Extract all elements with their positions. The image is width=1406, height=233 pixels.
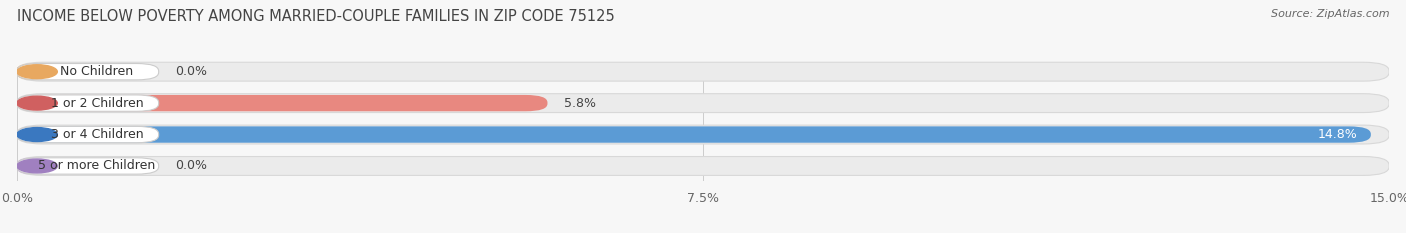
FancyBboxPatch shape [17, 95, 159, 111]
Text: Source: ZipAtlas.com: Source: ZipAtlas.com [1271, 9, 1389, 19]
Circle shape [17, 159, 58, 173]
FancyBboxPatch shape [17, 95, 547, 111]
FancyBboxPatch shape [17, 126, 1371, 143]
Text: 14.8%: 14.8% [1317, 128, 1357, 141]
Text: 5 or more Children: 5 or more Children [38, 159, 156, 172]
FancyBboxPatch shape [17, 158, 52, 174]
FancyBboxPatch shape [17, 157, 1389, 175]
FancyBboxPatch shape [17, 94, 1389, 113]
FancyBboxPatch shape [17, 62, 1389, 81]
FancyBboxPatch shape [17, 126, 159, 143]
Circle shape [17, 65, 58, 79]
Text: No Children: No Children [60, 65, 134, 78]
FancyBboxPatch shape [17, 64, 52, 80]
FancyBboxPatch shape [17, 158, 159, 174]
Text: 1 or 2 Children: 1 or 2 Children [51, 97, 143, 110]
Text: 0.0%: 0.0% [176, 65, 207, 78]
Text: 0.0%: 0.0% [176, 159, 207, 172]
FancyBboxPatch shape [17, 64, 159, 80]
FancyBboxPatch shape [17, 125, 1389, 144]
Circle shape [17, 96, 58, 110]
Text: 5.8%: 5.8% [564, 97, 596, 110]
Circle shape [17, 128, 58, 141]
Text: 3 or 4 Children: 3 or 4 Children [51, 128, 143, 141]
Text: INCOME BELOW POVERTY AMONG MARRIED-COUPLE FAMILIES IN ZIP CODE 75125: INCOME BELOW POVERTY AMONG MARRIED-COUPL… [17, 9, 614, 24]
